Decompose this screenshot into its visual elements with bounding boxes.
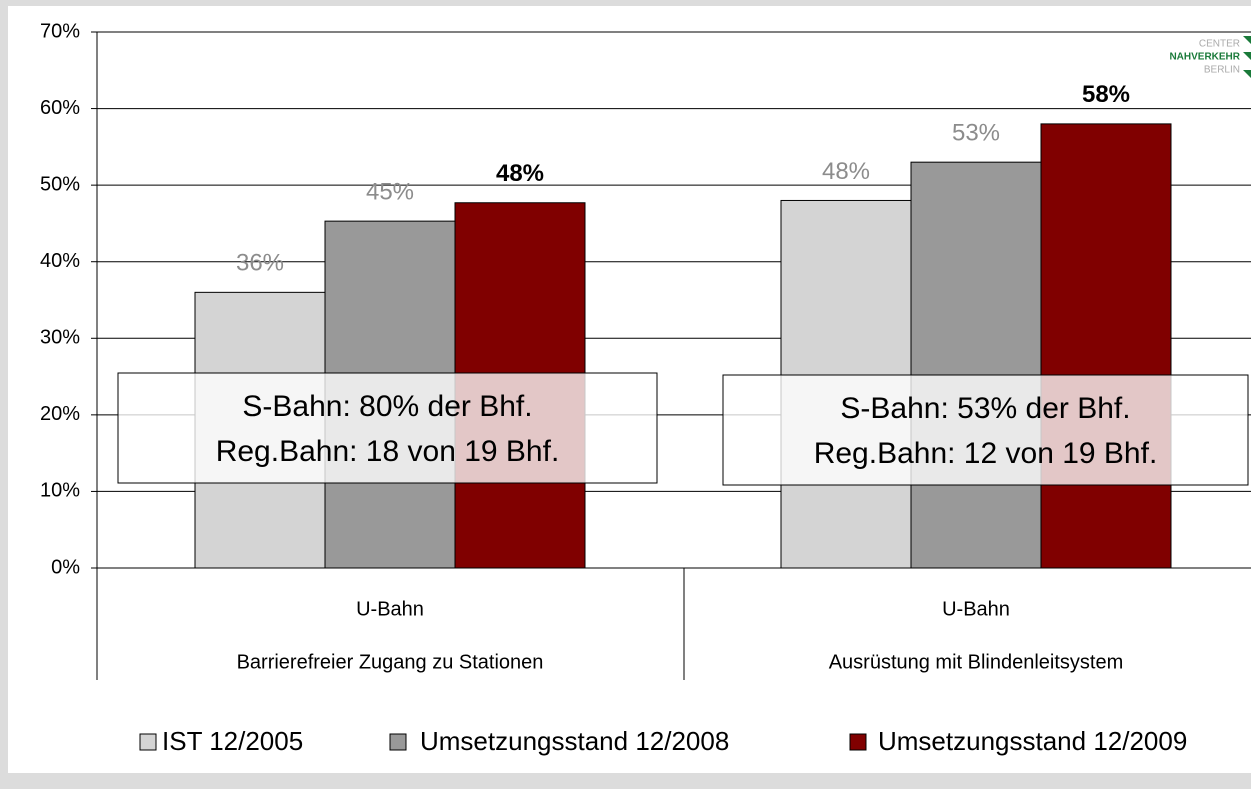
y-tick-label: 30% [40, 327, 80, 349]
annotation-text: Reg.Bahn: 12 von 19 Bhf. [814, 437, 1158, 470]
logo-text: BERLIN [1204, 65, 1240, 76]
legend-label: Umsetzungsstand 12/2008 [420, 726, 729, 756]
logo-mark [1243, 36, 1251, 78]
y-tick-label: 70% [40, 20, 80, 42]
value-label: 48% [496, 160, 544, 187]
y-tick-label: 60% [40, 97, 80, 119]
y-tick-label: 50% [40, 173, 80, 195]
annotation-box [722, 374, 1249, 486]
legend-swatch [849, 733, 867, 751]
value-label: 48% [822, 158, 870, 185]
bar [1040, 123, 1172, 569]
annotation-box [117, 372, 658, 484]
value-label: 58% [1082, 81, 1130, 108]
y-tick-label: 20% [40, 403, 80, 425]
y-tick-label: 10% [40, 480, 80, 502]
annotation-text: S-Bahn: 80% der Bhf. [242, 390, 532, 423]
logo-text: NAHVERKEHR [1169, 52, 1240, 63]
x-group-label: Ausrüstung mit Blindenleitsystem [829, 651, 1124, 673]
x-tick-label: U-Bahn [942, 598, 1010, 620]
annotation-text: Reg.Bahn: 18 von 19 Bhf. [216, 435, 560, 468]
y-tick-label: 40% [40, 250, 80, 272]
legend-label: IST 12/2005 [162, 726, 303, 756]
legend-swatch [139, 733, 157, 751]
legend-label: Umsetzungsstand 12/2009 [878, 726, 1187, 756]
bar [910, 161, 1042, 569]
value-label: 36% [236, 250, 284, 277]
logo-text: CENTER [1199, 39, 1240, 50]
y-tick-label: 0% [51, 556, 80, 578]
annotation-text: S-Bahn: 53% der Bhf. [840, 392, 1130, 425]
legend-swatch [389, 733, 407, 751]
value-label: 53% [952, 120, 1000, 147]
x-group-label: Barrierefreier Zugang zu Stationen [237, 651, 544, 673]
value-label: 45% [366, 178, 414, 205]
x-tick-label: U-Bahn [356, 598, 424, 620]
